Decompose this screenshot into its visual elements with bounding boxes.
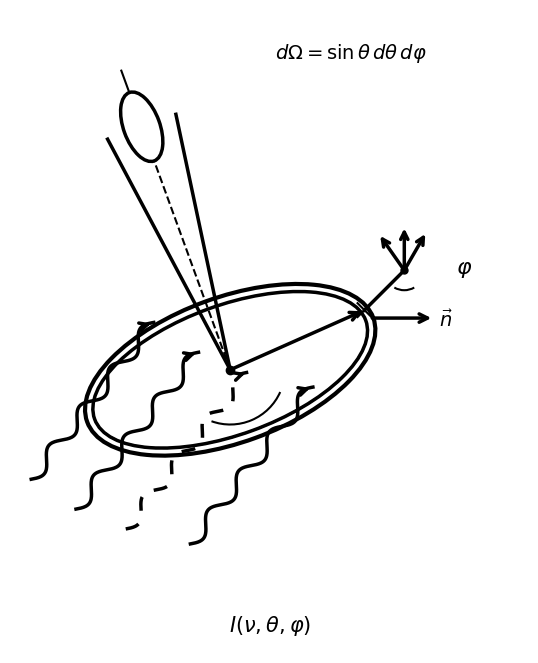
Text: $ds$: $ds$ (257, 404, 283, 424)
Text: $\theta$: $\theta$ (250, 294, 265, 318)
Text: $\vec{n}$: $\vec{n}$ (439, 310, 453, 331)
Text: $\varphi$: $\varphi$ (456, 261, 472, 280)
Text: $d\Omega = \sin\theta\, d\theta\, d\varphi$: $d\Omega = \sin\theta\, d\theta\, d\varp… (275, 42, 427, 65)
Text: $I(\nu, \theta, \varphi)$: $I(\nu, \theta, \varphi)$ (229, 615, 311, 638)
Ellipse shape (121, 92, 163, 162)
Ellipse shape (93, 292, 367, 448)
